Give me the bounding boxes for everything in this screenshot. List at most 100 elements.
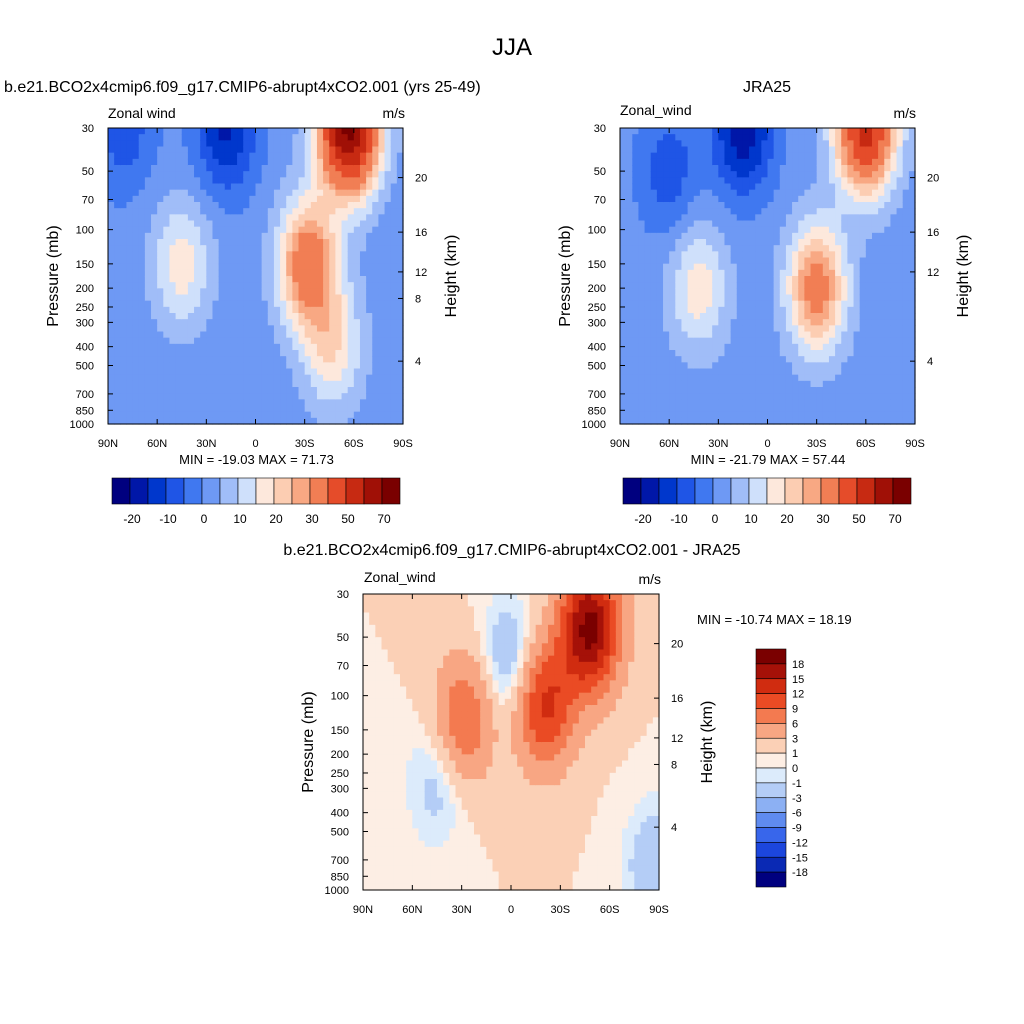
heatmap-cell <box>375 822 383 829</box>
heatmap-cell <box>372 183 380 191</box>
heatmap-cell <box>779 208 787 215</box>
heatmap-cell <box>363 816 370 823</box>
heatmap-cell <box>335 220 343 228</box>
heatmap-cell <box>341 171 349 178</box>
heatmap-cell <box>878 399 885 407</box>
heatmap-cell <box>749 411 756 419</box>
heatmap-cell <box>706 288 713 296</box>
heatmap-cell <box>366 269 373 277</box>
heatmap-cell <box>194 374 201 382</box>
heatmap-cell <box>712 294 719 302</box>
heatmap-cell <box>632 405 640 413</box>
heatmap-cell <box>366 202 373 209</box>
heatmap-cell <box>120 251 128 259</box>
heatmap-cell <box>151 368 158 376</box>
heatmap-cell <box>393 711 401 718</box>
heatmap-cell <box>363 822 370 829</box>
heatmap-cell <box>329 288 336 296</box>
heatmap-cell <box>151 313 158 320</box>
heatmap-cell <box>255 325 263 333</box>
heatmap-cell <box>859 189 867 197</box>
heatmap-cell <box>243 183 250 191</box>
heatmap-cell <box>369 606 376 614</box>
heatmap-cell <box>187 405 195 413</box>
heatmap-cell <box>761 128 769 135</box>
heatmap-cell <box>724 189 732 197</box>
heatmap-cell <box>359 269 367 277</box>
heatmap-cell <box>755 294 762 302</box>
heatmap-cell <box>261 313 269 320</box>
heatmap-cell <box>329 405 336 413</box>
heatmap-cell <box>773 226 781 234</box>
heatmap-cell <box>644 380 652 388</box>
heatmap-cell <box>841 405 848 413</box>
heatmap-cell <box>366 165 373 172</box>
heatmap-cell <box>353 165 361 172</box>
heatmap-cell <box>108 171 115 178</box>
heatmap-cell <box>138 257 146 265</box>
heatmap-cell <box>304 300 312 308</box>
heatmap-cell <box>387 649 395 657</box>
heatmap-cell <box>298 405 306 413</box>
y-tick-label: 700 <box>76 389 94 401</box>
heatmap-cell <box>712 208 719 215</box>
heatmap-cell <box>126 374 134 382</box>
heatmap-cell <box>316 306 324 314</box>
heatmap-cell <box>304 140 312 148</box>
heatmap-cell <box>169 393 177 400</box>
heatmap-cell <box>212 220 220 228</box>
heatmap-cell <box>381 643 389 651</box>
heatmap-cell <box>200 220 207 228</box>
heatmap-cell <box>687 411 695 419</box>
heatmap-cell <box>638 393 646 400</box>
heatmap-cell <box>206 195 214 203</box>
heatmap-cell <box>310 177 318 185</box>
heatmap-cell <box>742 158 750 166</box>
heatmap-cell <box>323 313 330 320</box>
heatmap-cell <box>650 288 658 296</box>
heatmap-cell <box>206 337 214 345</box>
heatmap-cell <box>144 343 152 351</box>
heatmap-cell <box>822 146 830 154</box>
heatmap-cell <box>396 356 404 363</box>
heatmap-cell <box>847 374 855 382</box>
heatmap-cell <box>224 288 232 296</box>
heatmap-cell <box>255 387 263 394</box>
heatmap-cell <box>267 220 275 228</box>
heatmap-cell <box>396 368 404 376</box>
heatmap-cell <box>638 251 646 259</box>
heatmap-cell <box>108 374 115 382</box>
heatmap-cell <box>804 380 812 388</box>
heatmap-cell <box>243 368 250 376</box>
heatmap-cell <box>632 393 640 400</box>
heatmap-cell <box>194 165 201 172</box>
heatmap-cell <box>730 171 738 178</box>
heatmap-cell <box>206 313 214 320</box>
heatmap-cell <box>396 214 404 222</box>
heatmap-cell <box>206 146 214 154</box>
heatmap-cell <box>375 846 383 854</box>
heatmap-cell <box>369 705 376 712</box>
heatmap-cell <box>194 251 201 259</box>
heatmap-cell <box>773 165 781 172</box>
heatmap-cell <box>847 171 855 178</box>
heatmap-cell <box>749 282 756 289</box>
heatmap-cell <box>871 399 879 407</box>
heatmap-cell <box>243 195 250 203</box>
heatmap-cell <box>255 220 263 228</box>
heatmap-cell <box>828 393 836 400</box>
heatmap-cell <box>114 337 121 345</box>
heatmap-cell <box>687 399 695 407</box>
heatmap-cell <box>163 128 171 135</box>
heatmap-cell <box>132 257 140 265</box>
heatmap-cell <box>187 306 195 314</box>
heatmap-cell <box>681 195 689 203</box>
heatmap-cell <box>230 257 238 265</box>
heatmap-cell <box>730 189 738 197</box>
heatmap-cell <box>329 165 336 172</box>
heatmap-cell <box>767 405 775 413</box>
heatmap-cell <box>144 288 152 296</box>
heatmap-cell <box>644 263 652 271</box>
heatmap-cell <box>644 331 652 339</box>
heatmap-cell <box>390 245 398 252</box>
